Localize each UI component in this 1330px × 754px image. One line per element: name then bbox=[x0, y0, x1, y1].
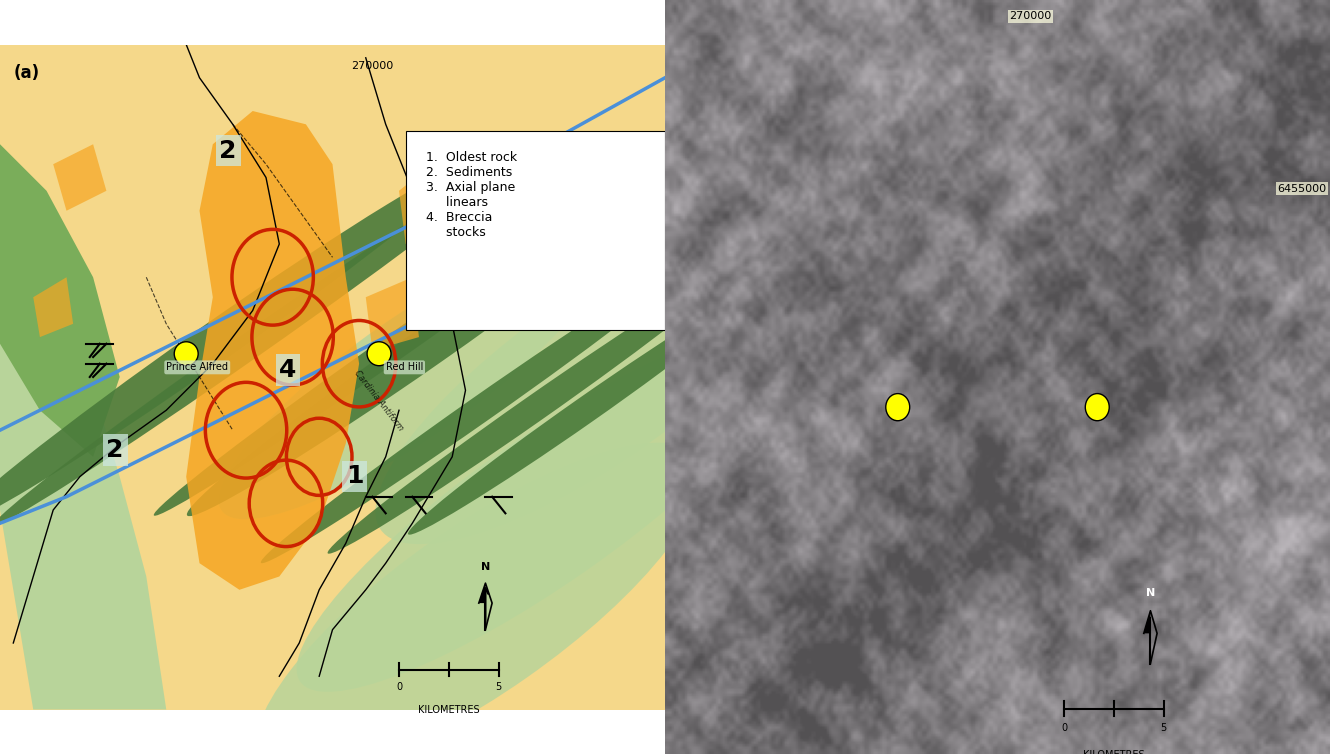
Text: KILOMETRES: KILOMETRES bbox=[1083, 749, 1145, 754]
Text: 270000: 270000 bbox=[1009, 11, 1052, 21]
Ellipse shape bbox=[0, 162, 472, 526]
Circle shape bbox=[1085, 394, 1109, 421]
Ellipse shape bbox=[297, 328, 794, 692]
Text: (a): (a) bbox=[13, 64, 40, 82]
Polygon shape bbox=[399, 164, 446, 244]
Text: 2: 2 bbox=[106, 438, 124, 461]
Polygon shape bbox=[33, 277, 73, 337]
Text: 0: 0 bbox=[396, 682, 402, 691]
Polygon shape bbox=[186, 111, 359, 590]
Ellipse shape bbox=[154, 172, 644, 516]
Polygon shape bbox=[0, 144, 120, 457]
Circle shape bbox=[367, 342, 391, 366]
Polygon shape bbox=[53, 144, 106, 211]
Text: 4: 4 bbox=[279, 358, 297, 382]
Polygon shape bbox=[0, 177, 166, 710]
Circle shape bbox=[886, 394, 910, 421]
Ellipse shape bbox=[218, 234, 606, 520]
Text: N: N bbox=[481, 562, 489, 572]
Circle shape bbox=[174, 342, 198, 366]
Ellipse shape bbox=[408, 286, 762, 535]
Ellipse shape bbox=[327, 267, 737, 553]
FancyBboxPatch shape bbox=[406, 131, 665, 330]
Text: Prince Alfred: Prince Alfred bbox=[166, 363, 229, 372]
Text: 2: 2 bbox=[219, 139, 237, 163]
Ellipse shape bbox=[261, 257, 697, 563]
Polygon shape bbox=[366, 277, 419, 351]
Text: Cardinia Antiform: Cardinia Antiform bbox=[352, 369, 406, 432]
Ellipse shape bbox=[0, 162, 512, 526]
Ellipse shape bbox=[186, 171, 678, 516]
Polygon shape bbox=[479, 583, 485, 603]
Text: 0: 0 bbox=[1061, 723, 1067, 734]
Polygon shape bbox=[1144, 611, 1150, 633]
Text: 5: 5 bbox=[1161, 723, 1166, 734]
Text: N: N bbox=[1146, 587, 1154, 598]
Ellipse shape bbox=[255, 443, 702, 754]
Text: KILOMETRES: KILOMETRES bbox=[418, 705, 480, 715]
Text: 6455000: 6455000 bbox=[1278, 183, 1327, 194]
Text: Red Hill: Red Hill bbox=[386, 363, 423, 372]
Text: 270000: 270000 bbox=[351, 61, 394, 71]
Text: 1: 1 bbox=[346, 464, 363, 489]
Text: 5: 5 bbox=[496, 682, 501, 691]
Ellipse shape bbox=[375, 210, 822, 544]
Text: 1.  Oldest rock
2.  Sediments
3.  Axial plane
     linears
4.  Breccia
     stoc: 1. Oldest rock 2. Sediments 3. Axial pla… bbox=[426, 151, 517, 239]
